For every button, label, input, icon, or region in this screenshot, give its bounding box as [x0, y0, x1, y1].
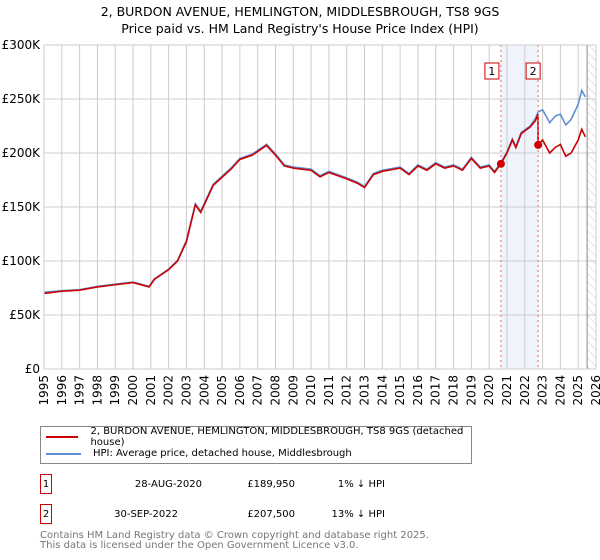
y-tick-label: £250K — [2, 92, 42, 106]
y-tick-label: £50K — [9, 308, 41, 322]
transaction-date: 30-SEP-2022 — [114, 508, 178, 520]
transaction-price: £207,500 — [247, 508, 295, 520]
x-tick-label: 1998 — [90, 375, 104, 406]
legend-item-hpi: HPI: Average price, detached house, Midd… — [41, 445, 471, 462]
x-tick-label: 2002 — [162, 375, 176, 406]
sale-point — [534, 140, 543, 149]
x-tick-label: 2021 — [500, 375, 514, 406]
x-tick-label: 2023 — [536, 375, 550, 406]
transaction-price: £189,950 — [247, 478, 295, 490]
x-tick-label: 1995 — [37, 375, 51, 406]
transaction-row: 1 28-AUG-2020 £189,950 1% ↓ HPI — [40, 474, 385, 494]
marker-badge: 1 — [40, 474, 52, 494]
transaction-hpi: 1% ↓ HPI — [337, 478, 385, 490]
x-tick-label: 2001 — [144, 375, 158, 406]
transaction-row: 2 30-SEP-2022 £207,500 13% ↓ HPI — [40, 504, 385, 524]
legend-label: 2, BURDON AVENUE, HEMLINGTON, MIDDLESBRO… — [90, 425, 464, 448]
footer-line: This data is licensed under the Open Gov… — [40, 540, 359, 551]
x-tick-label: 2011 — [322, 375, 336, 406]
sale-badge-label: 1 — [488, 65, 495, 78]
x-tick-label: 2014 — [375, 375, 389, 406]
transaction-hpi: 13% ↓ HPI — [331, 508, 385, 520]
y-tick-label: £200K — [2, 146, 42, 160]
y-tick-label: £150K — [2, 200, 42, 214]
legend-item-property: 2, BURDON AVENUE, HEMLINGTON, MIDDLESBRO… — [41, 425, 471, 448]
transaction-date: 28-AUG-2020 — [134, 478, 202, 490]
title-line-2: Price paid vs. HM Land Registry's House … — [121, 21, 479, 36]
x-tick-label: 2000 — [126, 375, 140, 406]
y-tick-label: £100K — [2, 254, 42, 268]
x-tick-label: 2017 — [429, 375, 443, 406]
property-price-line — [43, 113, 587, 295]
x-tick-label: 2006 — [233, 375, 247, 406]
x-tick-label: 2003 — [179, 375, 193, 406]
x-tick-label: 2007 — [251, 375, 265, 406]
x-tick-label: 1996 — [55, 375, 69, 406]
x-tick-label: 1999 — [108, 375, 122, 406]
x-tick-label: 2008 — [268, 375, 282, 406]
sale-badge-label: 2 — [530, 65, 537, 78]
x-tick-label: 2004 — [197, 375, 211, 406]
title-line-1: 2, BURDON AVENUE, HEMLINGTON, MIDDLESBRO… — [100, 4, 500, 19]
sale-badge-box — [484, 62, 500, 80]
sale-badge-box — [525, 62, 541, 80]
x-tick-label: 2015 — [393, 375, 407, 406]
plot-frame — [43, 44, 597, 370]
chart-title: 2, BURDON AVENUE, HEMLINGTON, MIDDLESBRO… — [0, 3, 600, 37]
price-chart: 1995 1996 1997 1998 1999 2000 2001 2002 2003 2004… — [2, 38, 600, 406]
x-tick-label: 1997 — [73, 375, 87, 406]
footer: Contains HM Land Registry data © Crown c… — [40, 531, 429, 551]
x-tick-label: 2024 — [553, 375, 567, 406]
red-line-swatch — [46, 435, 79, 438]
x-tick-label: 2012 — [340, 375, 354, 406]
x-tick-label: 2013 — [358, 375, 372, 406]
y-tick-label: £0 — [25, 362, 40, 376]
x-tick-label: 2010 — [304, 375, 318, 406]
x-tick-label: 2025 — [571, 375, 585, 406]
x-tick-label: 2005 — [215, 375, 229, 406]
blue-line-swatch — [46, 452, 81, 455]
x-tick-label: 2018 — [447, 375, 461, 406]
x-tick-label: 2016 — [411, 375, 425, 406]
x-tick-label: 2022 — [518, 375, 532, 406]
marker-badge: 2 — [40, 504, 52, 524]
legend: 2, BURDON AVENUE, HEMLINGTON, MIDDLESBRO… — [40, 426, 472, 464]
x-tick-label: 2019 — [464, 375, 478, 406]
x-tick-label: 2020 — [482, 375, 496, 406]
footer-line: Contains HM Land Registry data © Crown c… — [40, 530, 429, 541]
legend-label: HPI: Average price, detached house, Midd… — [93, 448, 352, 459]
sale-point — [496, 159, 505, 168]
x-tick-label: 2009 — [286, 375, 300, 406]
y-tick-label: £300K — [2, 38, 42, 52]
x-tick-label: 2026 — [589, 375, 600, 406]
